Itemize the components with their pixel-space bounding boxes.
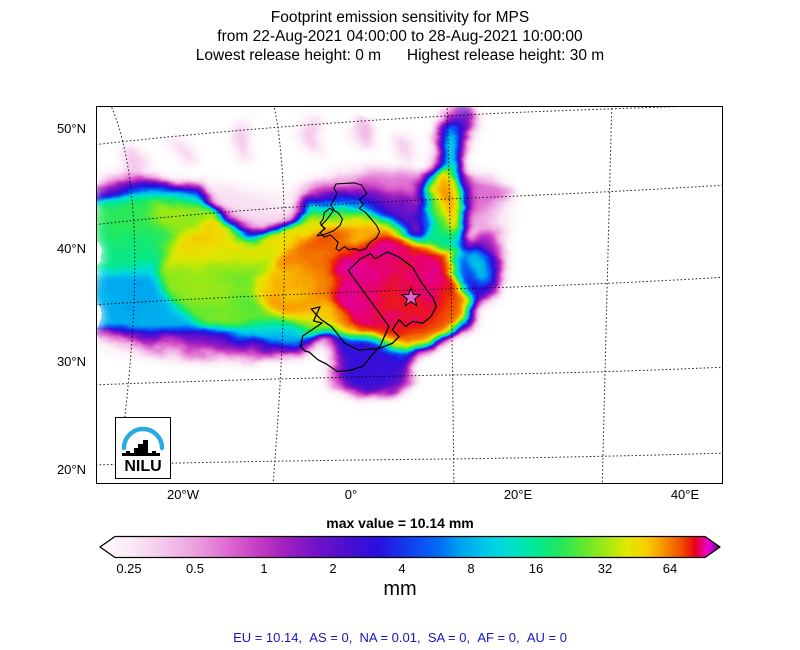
svg-text:NILU: NILU: [124, 458, 161, 475]
